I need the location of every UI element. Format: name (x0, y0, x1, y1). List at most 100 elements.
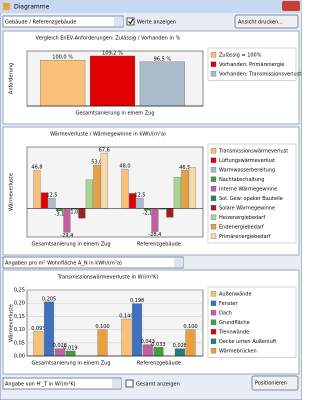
bar (85, 179, 93, 209)
legend-label: Transmissionswärmeverlust (218, 148, 288, 154)
ht-dropdown-text: Angabe von H'_T in W/(m²K) (5, 382, 76, 388)
dropdown-arrow (174, 258, 183, 267)
legend-swatch (210, 300, 217, 306)
legend-label: Zulässig = 100% (219, 52, 262, 58)
bar (166, 208, 174, 218)
value-label: 0,028 (53, 343, 67, 349)
legend-swatch (210, 167, 217, 173)
legend-label: Sol. Gew. opaker Bauteile (219, 196, 283, 202)
chart-title: Wärmeverluste / Wärmegewinne in kWh/(m²a… (50, 132, 166, 138)
value-label: 46,5 (179, 165, 190, 171)
x-tick-label: Gesamtsanierung in einem Zug (76, 111, 155, 117)
bar (173, 177, 181, 209)
legend-label: Grundfläche (219, 320, 250, 326)
value-label: 12,5 (134, 193, 145, 199)
y-axis-label: Wärmeverluste (9, 173, 15, 211)
y-axis-label: Wärmeverluste (9, 304, 15, 342)
legend-swatch (210, 319, 217, 325)
y-axis-label: Anforderung (9, 63, 15, 94)
value-label: 0,100 (183, 324, 197, 330)
legend-box (207, 286, 297, 358)
y-tick-label: 0,05 (14, 340, 25, 346)
value-label: 100,0 % (52, 55, 73, 61)
bar (48, 197, 56, 209)
plot-area (26, 289, 204, 357)
legend-box (207, 47, 297, 81)
legend-label: Heizenergiebedarf (219, 215, 265, 221)
close-button[interactable] (282, 1, 300, 11)
bar (121, 318, 132, 357)
total-checkbox[interactable] (125, 379, 134, 388)
plot-area (26, 146, 204, 238)
legend-swatch (210, 71, 217, 77)
app-icon (3, 3, 10, 10)
y-tick-label: 0,20 (14, 301, 25, 307)
value-label: 1,0 (70, 210, 78, 216)
legend-label: Dach (219, 310, 232, 316)
checkmark (128, 18, 134, 25)
values-checkbox[interactable] (126, 17, 135, 26)
legend-label: Endenergiebedarf (219, 224, 264, 230)
x-tick-label: Referenzgebäude (137, 361, 181, 367)
bar (89, 55, 136, 107)
value-label: 46,8 (31, 165, 42, 171)
bar (136, 197, 144, 209)
legend-label: Trennwände (218, 329, 249, 335)
unit-dropdown-text: Angaben pro m² Wohnfläche A_N in kWh/(m²… (5, 261, 122, 267)
legend-swatch (210, 205, 217, 211)
value-label: 0,100 (95, 324, 109, 330)
dropdown-arrow (114, 17, 123, 26)
legend-label: Fenster (219, 301, 238, 307)
legend-swatch (210, 224, 217, 230)
legend-label: Wärmebrücken (219, 348, 257, 354)
bar (33, 169, 41, 209)
value-label: 0,019 (63, 345, 77, 351)
print-button[interactable] (234, 14, 299, 29)
print-button-label: Ansicht drucken... (238, 20, 283, 26)
value-label: 109,2 % (102, 50, 123, 56)
legend-label: Decke unten Außenluft (219, 339, 276, 345)
value-label: -3,1 (55, 211, 65, 217)
value-label: 96,5 % (154, 56, 172, 62)
chart-title: Transmissionswärmeverluste in W/(m²K) (57, 275, 159, 281)
building-dropdown-text: Gebäude / Referenzgebäude (5, 20, 76, 26)
value-label: 12,5 (46, 193, 57, 199)
value-label: 53,0 (91, 160, 102, 166)
legend-swatch (210, 176, 217, 182)
bar (151, 208, 159, 232)
value-label: -28,4 (148, 232, 161, 238)
legend-label: Vorhanden: Primärenergie (219, 62, 284, 68)
legend-swatch (210, 214, 217, 220)
legend-swatch (210, 186, 217, 192)
position-button-label: Positionieren (255, 381, 287, 387)
values-checkbox-label: Werte anzeigen (137, 20, 176, 26)
value-label: 0,198 (130, 298, 144, 304)
legend-swatch (210, 52, 217, 58)
bar (181, 170, 189, 209)
y-tick-label: 0,15 (14, 314, 25, 320)
total-checkbox-label: Gesamt anzeigen (136, 382, 180, 388)
bar (63, 208, 71, 233)
dialog-window: Diagramme Gebäude / Referenzgebäude Wert… (0, 0, 302, 400)
legend-swatch (210, 310, 217, 316)
value-label: 67,6 (99, 148, 110, 154)
legend-box (207, 143, 297, 244)
dropdown-arrow (112, 379, 121, 388)
legend-swatch (210, 233, 217, 239)
value-label: 0,043 (141, 339, 155, 345)
value-label: 0,033 (151, 342, 165, 348)
bar (93, 164, 101, 209)
legend-label: Primärenergiebedarf (219, 234, 271, 240)
position-button[interactable] (251, 375, 299, 391)
bar (121, 168, 129, 209)
legend-swatch (210, 61, 217, 67)
bar (153, 347, 164, 357)
legend-swatch (210, 329, 217, 335)
legend-label: Lüftungswärmeverlust (219, 158, 275, 164)
bar (139, 61, 185, 107)
legend-swatch (210, 148, 217, 154)
value-label: 0,028 (173, 343, 187, 349)
bar (78, 208, 86, 219)
x-tick-label: Gesamtsanierung in einem Zug (32, 361, 111, 367)
legend-swatch (210, 157, 217, 163)
